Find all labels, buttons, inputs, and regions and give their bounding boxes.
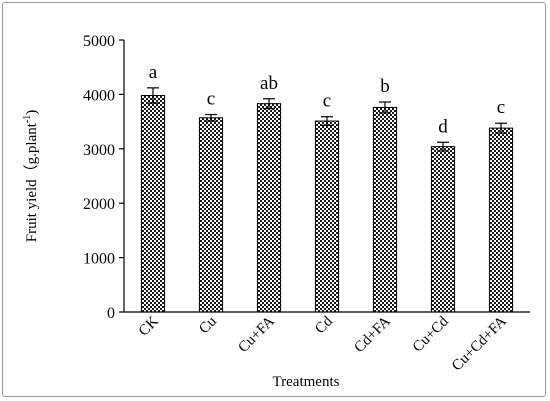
bar (488, 127, 514, 313)
x-tick-label: Cu (196, 313, 220, 337)
x-tick-label: Cd+FA (351, 313, 394, 356)
y-tick-label: 4000 (83, 87, 115, 104)
bar (198, 117, 224, 313)
bars (140, 94, 514, 313)
bar (372, 106, 398, 313)
y-axis-ticks: 0 1000 2000 3000 4000 5000 (83, 33, 124, 322)
significance-letter: d (438, 116, 448, 137)
y-axis-label-superscript: -1 (22, 115, 33, 123)
significance-letter: ab (260, 73, 278, 94)
bar (256, 103, 282, 313)
y-axis-label: Fruit yield（g.plant-1) (22, 110, 40, 243)
significance-letter: c (207, 89, 215, 110)
x-tick-label: Cu+Cd+FA (449, 313, 510, 374)
significance-letter: c (497, 97, 505, 118)
bar (140, 94, 166, 313)
significance-letter: c (323, 91, 331, 112)
y-tick-label: 3000 (83, 142, 115, 159)
bar (314, 120, 340, 313)
x-tick-label: CK (136, 313, 162, 339)
x-axis-label: Treatments (273, 374, 340, 390)
y-axis-label-close: ) (24, 110, 40, 115)
x-tick-label: Cd (312, 313, 336, 337)
x-tick-label: Cu+Cd (410, 313, 452, 355)
significance-letter: b (380, 76, 390, 97)
y-tick-label: 0 (107, 305, 115, 322)
significance-letters: a c ab c b d c (149, 62, 505, 137)
x-tick-label: Cu+FA (235, 313, 278, 356)
error-bars (147, 87, 507, 152)
significance-letter: a (149, 62, 158, 83)
bar (430, 146, 456, 313)
y-tick-label: 1000 (83, 251, 115, 268)
y-tick-label: 2000 (83, 196, 115, 213)
y-axis-label-main: Fruit yield（g.plant (23, 122, 40, 242)
y-tick-label: 5000 (83, 33, 115, 50)
